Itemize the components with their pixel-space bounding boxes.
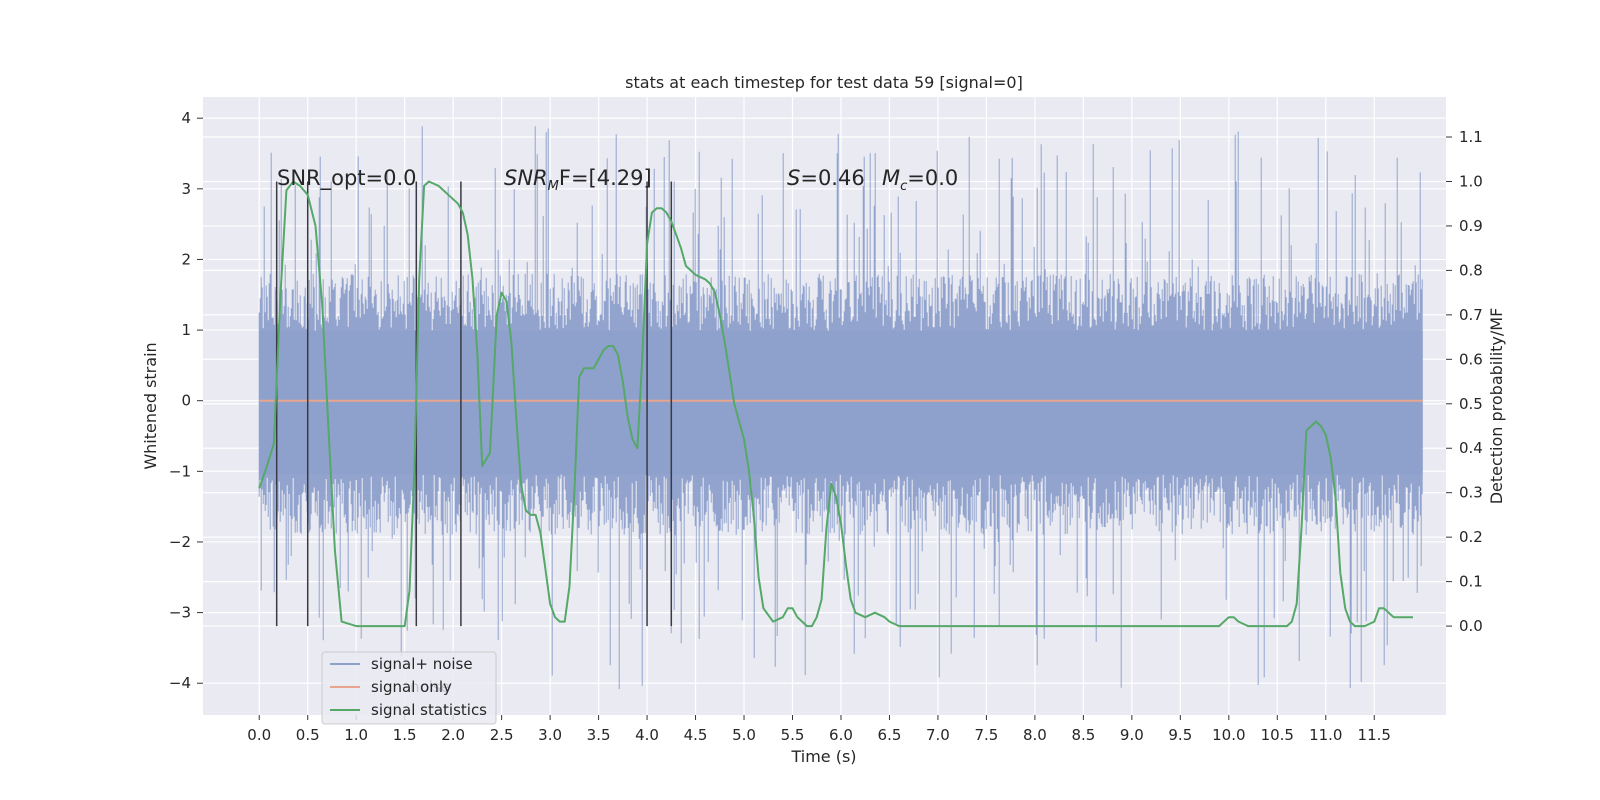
stats-line (258, 180, 1413, 628)
x-tick-label-8: 4.0 (635, 726, 659, 744)
yl-tick-label-5: 1 (181, 321, 191, 339)
yl-tick-label-3: −1 (169, 462, 191, 480)
yr-tick-label-4: 0.4 (1459, 439, 1483, 457)
y-left-axis-label: Whitened strain (141, 342, 160, 469)
x-tick-label-5: 2.5 (490, 726, 514, 744)
x-tick-label-1: 0.5 (296, 726, 320, 744)
yr-tick-label-11: 1.1 (1459, 128, 1483, 146)
x-axis-label: Time (s) (790, 747, 856, 766)
annotation-s-symbol: S (787, 166, 800, 190)
annotation-snr-mf: SNRMF=[4.29] (504, 166, 652, 194)
x-tick-label-22: 11.0 (1309, 726, 1342, 744)
annotation-s: S=0.46 (787, 166, 865, 190)
x-tick-label-16: 8.0 (1023, 726, 1047, 744)
legend-hidden-text: noise (410, 678, 450, 696)
legend-label-stats: signal statistics (371, 701, 487, 719)
x-axis-ticks: 0.0 0.5 1.0 1.5 2.0 2.5 3.0 3.5 4.0 4.5 5.0 5.5 6.0 6… (247, 715, 1391, 744)
legend-label-noise: signal+ noise (371, 655, 473, 673)
yr-tick-label-6: 0.6 (1459, 350, 1483, 368)
x-tick-label-21: 10.5 (1261, 726, 1294, 744)
yl-tick-label-8: 4 (181, 109, 191, 127)
x-tick-label-2: 1.0 (344, 726, 368, 744)
yr-tick-label-2: 0.2 (1459, 528, 1483, 546)
legend: noise signal+ noise signal only signal s… (321, 651, 497, 725)
x-tick-label-20: 10.0 (1212, 726, 1245, 744)
x-tick-label-11: 5.5 (781, 726, 805, 744)
x-tick-label-19: 9.5 (1168, 726, 1192, 744)
stats-series (258, 180, 1413, 628)
y-right-axis-ticks: 0.0 0.1 0.2 0.3 0.4 0.5 0.6 0.7 0.8 0.9 1.0 1.1 (1446, 128, 1483, 635)
legend-box (321, 651, 497, 725)
x-tick-label-13: 6.5 (878, 726, 902, 744)
annotations: SNR_opt=0.0 SNRMF=[4.29] S=0.46 Mc=0.0 (277, 166, 958, 194)
yl-tick-label-6: 2 (181, 250, 191, 268)
annotation-snr-mf-sub: M (548, 179, 559, 194)
x-tick-label-14: 7.0 (926, 726, 950, 744)
x-tick-label-15: 7.5 (974, 726, 998, 744)
yr-tick-label-3: 0.3 (1459, 484, 1483, 502)
x-tick-label-9: 4.5 (684, 726, 708, 744)
x-tick-label-0: 0.0 (247, 726, 271, 744)
noise-series (258, 126, 1423, 690)
annotation-snr-mf-suffix: F=[4.29] (559, 166, 652, 190)
x-tick-label-10: 5.0 (732, 726, 756, 744)
yr-tick-label-0: 0.0 (1459, 617, 1483, 635)
x-tick-label-4: 2.0 (441, 726, 465, 744)
x-tick-label-18: 9.0 (1120, 726, 1144, 744)
chart-title: stats at each timestep for test data 59 … (625, 73, 1023, 92)
annotation-mc-sub: c (900, 179, 907, 194)
x-tick-label-6: 3.0 (538, 726, 562, 744)
y-left-axis-ticks: −4 −3 −2 −1 0 1 2 3 4 (169, 109, 203, 692)
x-tick-label-7: 3.5 (587, 726, 611, 744)
x-tick-label-12: 6.0 (829, 726, 853, 744)
annotation-snr-mf-prefix: SNR (504, 166, 548, 190)
yl-tick-label-2: −2 (169, 533, 191, 551)
yr-tick-label-5: 0.5 (1459, 395, 1483, 413)
y-right-axis-label: Detection probability/MF (1487, 308, 1506, 505)
annotation-mc: Mc=0.0 (882, 166, 958, 194)
yr-tick-label-7: 0.7 (1459, 306, 1483, 324)
legend-label-signal: signal only (371, 678, 452, 696)
annotation-mc-value: =0.0 (907, 166, 958, 190)
yl-tick-label-0: −4 (169, 674, 191, 692)
yr-tick-label-8: 0.8 (1459, 261, 1483, 279)
annotation-mc-symbol: M (882, 166, 900, 190)
x-tick-label-23: 11.5 (1358, 726, 1391, 744)
yl-tick-label-7: 3 (181, 180, 191, 198)
yl-tick-label-4: 0 (181, 392, 191, 410)
yr-tick-label-10: 1.0 (1459, 172, 1483, 190)
yr-tick-label-9: 0.9 (1459, 217, 1483, 235)
yl-tick-label-1: −3 (169, 604, 191, 622)
annotation-s-value: =0.46 (800, 166, 864, 190)
yr-tick-label-1: 0.1 (1459, 573, 1483, 591)
x-tick-label-3: 1.5 (393, 726, 417, 744)
x-tick-label-17: 8.5 (1071, 726, 1095, 744)
annotation-snr-opt: SNR_opt=0.0 (277, 166, 417, 191)
